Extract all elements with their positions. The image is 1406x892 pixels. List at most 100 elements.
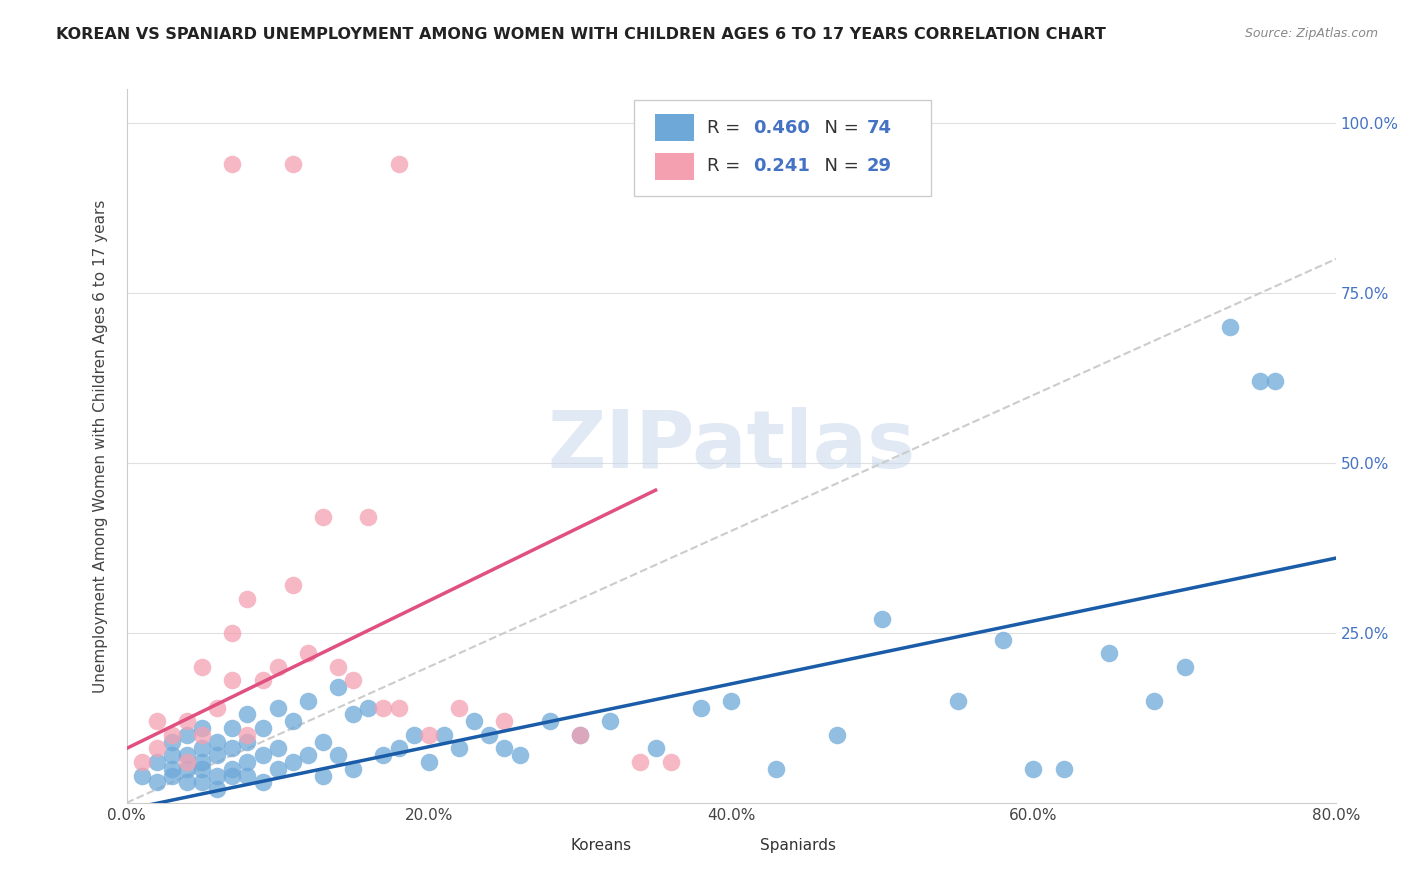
FancyBboxPatch shape <box>716 837 745 855</box>
Point <box>644 741 666 756</box>
Point <box>993 632 1015 647</box>
Point <box>872 612 894 626</box>
Point <box>205 782 228 797</box>
Point <box>297 646 319 660</box>
Point <box>221 769 243 783</box>
Point <box>463 714 485 729</box>
Point <box>252 673 274 688</box>
Point <box>252 775 274 789</box>
Text: ZIPatlas: ZIPatlas <box>547 407 915 485</box>
Point <box>221 157 243 171</box>
Point <box>146 714 169 729</box>
Text: Spaniards: Spaniards <box>761 838 837 853</box>
Point <box>146 755 169 769</box>
Point <box>689 700 711 714</box>
Point <box>236 728 259 742</box>
Point <box>494 741 516 756</box>
Point <box>267 660 290 674</box>
Point <box>236 707 259 722</box>
Point <box>281 578 304 592</box>
Point <box>1053 762 1076 776</box>
Point <box>312 510 335 524</box>
Text: KOREAN VS SPANIARD UNEMPLOYMENT AMONG WOMEN WITH CHILDREN AGES 6 TO 17 YEARS COR: KOREAN VS SPANIARD UNEMPLOYMENT AMONG WO… <box>56 27 1107 42</box>
FancyBboxPatch shape <box>655 114 693 141</box>
Point <box>599 714 621 729</box>
Point <box>357 510 380 524</box>
Point <box>191 741 214 756</box>
Point <box>160 748 183 763</box>
Point <box>825 728 848 742</box>
Point <box>131 755 153 769</box>
Text: Source: ZipAtlas.com: Source: ZipAtlas.com <box>1244 27 1378 40</box>
Point <box>509 748 531 763</box>
Point <box>252 721 274 735</box>
Text: N =: N = <box>813 157 865 175</box>
Point <box>312 769 335 783</box>
Point <box>191 775 214 789</box>
Point <box>267 762 290 776</box>
Point <box>765 762 787 776</box>
FancyBboxPatch shape <box>655 153 693 180</box>
Point <box>281 755 304 769</box>
Point <box>131 769 153 783</box>
Point <box>418 728 440 742</box>
Point <box>326 748 350 763</box>
Point <box>236 755 259 769</box>
Point <box>1219 320 1241 334</box>
Point <box>281 157 304 171</box>
Point <box>478 728 501 742</box>
Point <box>433 728 456 742</box>
Point <box>342 673 364 688</box>
Point <box>720 694 742 708</box>
Point <box>176 762 198 776</box>
Text: 0.241: 0.241 <box>752 157 810 175</box>
Point <box>191 721 214 735</box>
Text: 0.460: 0.460 <box>752 119 810 136</box>
Point <box>402 728 425 742</box>
Point <box>1264 375 1286 389</box>
Point <box>281 714 304 729</box>
Point <box>176 775 198 789</box>
Point <box>568 728 592 742</box>
Text: N =: N = <box>813 119 865 136</box>
Point <box>160 769 183 783</box>
Point <box>221 721 243 735</box>
Point <box>1249 375 1271 389</box>
Point <box>176 714 198 729</box>
Point <box>176 748 198 763</box>
Point <box>342 762 364 776</box>
Text: R =: R = <box>707 157 752 175</box>
Point <box>221 762 243 776</box>
Point <box>191 728 214 742</box>
Point <box>267 700 290 714</box>
Point <box>494 714 516 729</box>
Point <box>388 741 411 756</box>
Point <box>160 734 183 748</box>
Point <box>418 755 440 769</box>
Point <box>297 748 319 763</box>
Point <box>568 728 592 742</box>
Point <box>191 762 214 776</box>
FancyBboxPatch shape <box>526 837 555 855</box>
Point <box>205 734 228 748</box>
Text: R =: R = <box>707 119 747 136</box>
Point <box>252 748 274 763</box>
Point <box>342 707 364 722</box>
FancyBboxPatch shape <box>634 100 931 196</box>
Point <box>297 694 319 708</box>
Point <box>191 755 214 769</box>
Point <box>146 741 169 756</box>
Point <box>373 748 395 763</box>
Point <box>373 700 395 714</box>
Point <box>267 741 290 756</box>
Point <box>312 734 335 748</box>
Text: Koreans: Koreans <box>571 838 631 853</box>
Text: 74: 74 <box>866 119 891 136</box>
Point <box>236 734 259 748</box>
Point <box>659 755 682 769</box>
Point <box>388 700 411 714</box>
Point <box>447 700 470 714</box>
Point <box>221 626 243 640</box>
Point <box>146 775 169 789</box>
Point <box>221 741 243 756</box>
